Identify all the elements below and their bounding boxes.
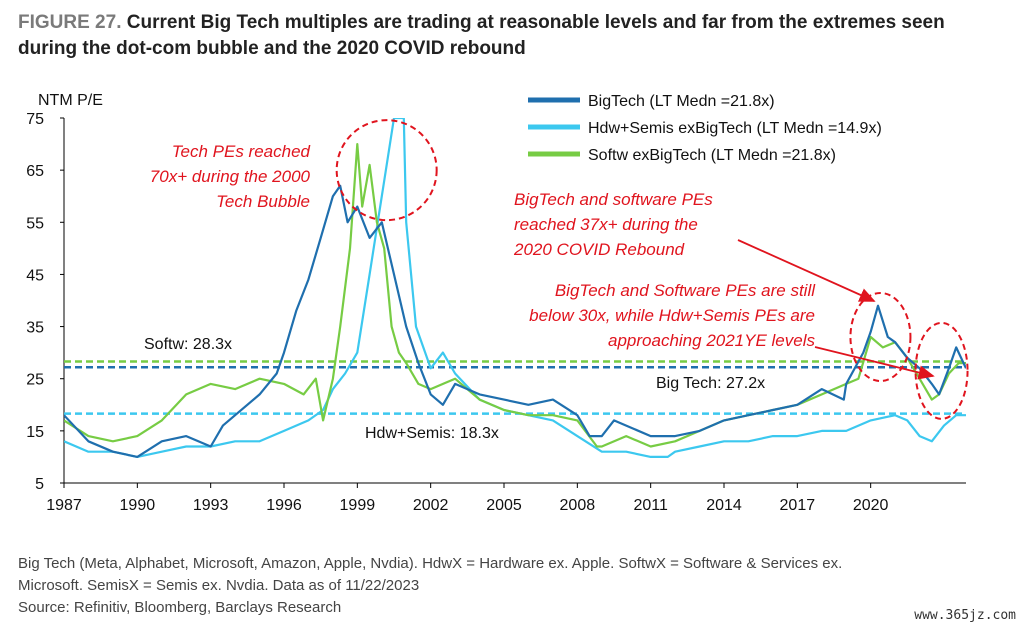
x-tick-label: 2008 bbox=[560, 497, 596, 514]
x-tick-label: 1999 bbox=[340, 497, 376, 514]
figure-title-text: Current Big Tech multiples are trading a… bbox=[18, 12, 945, 59]
x-tick-label: 2002 bbox=[413, 497, 449, 514]
reference-label-softw: Softw: 28.3x bbox=[144, 336, 232, 353]
annotation-arrow-current bbox=[814, 346, 935, 380]
y-tick-label: 25 bbox=[26, 372, 44, 389]
reference-label-bigtech: Big Tech: 27.2x bbox=[656, 375, 765, 392]
x-tick-label: 2014 bbox=[706, 497, 742, 514]
watermark: www.365jz.com bbox=[914, 608, 1016, 623]
y-tick-label: 15 bbox=[26, 424, 44, 441]
figure-title: FIGURE 27. Current Big Tech multiples ar… bbox=[18, 10, 1008, 62]
x-tick-label: 2005 bbox=[486, 497, 522, 514]
reference-label-hdw: Hdw+Semis: 18.3x bbox=[365, 425, 499, 442]
y-tick-label: 35 bbox=[26, 320, 44, 337]
annotation-dotcom-line: Tech PEs reached bbox=[172, 142, 311, 161]
y-tick-label: 5 bbox=[35, 476, 44, 493]
pe-line-chart: 5 15 25 35 45 55 65 75 NTM P/E 1987 1990 1993 1996 19… bbox=[26, 92, 969, 514]
y-tick-label: 75 bbox=[26, 111, 44, 128]
x-tick-label: 1987 bbox=[46, 497, 82, 514]
footnote-line-1: Big Tech (Meta, Alphabet, Microsoft, Ama… bbox=[18, 555, 843, 572]
footnote-line-2: Microsoft. SemisX = Semis ex. Nvdia. Dat… bbox=[18, 577, 420, 594]
highlight-circle bbox=[914, 321, 969, 420]
figure-label: FIGURE 27. bbox=[18, 12, 122, 33]
annotation-current-line: below 30x, while Hdw+Semis PEs are bbox=[529, 306, 815, 325]
series-line-softw bbox=[64, 143, 966, 448]
legend-entry-hdw: Hdw+Semis exBigTech (LT Medn =14.9x) bbox=[588, 120, 882, 137]
y-tick-label: 65 bbox=[26, 163, 44, 180]
y-axis-label: NTM P/E bbox=[38, 92, 103, 109]
annotation-current-line: approaching 2021YE levels bbox=[608, 331, 815, 350]
x-tick-label: 1996 bbox=[266, 497, 302, 514]
legend-entry-bigtech: BigTech (LT Medn =21.8x) bbox=[588, 93, 775, 110]
highlight-circle bbox=[335, 119, 438, 222]
x-tick-label: 2017 bbox=[780, 497, 816, 514]
annotation-covid-line: reached 37x+ during the bbox=[514, 215, 698, 234]
x-tick-label: 1993 bbox=[193, 497, 229, 514]
annotation-covid-line: BigTech and software PEs bbox=[514, 190, 713, 209]
series-line-bigtech bbox=[64, 184, 966, 458]
y-tick-label: 45 bbox=[26, 267, 44, 284]
y-tick-label: 55 bbox=[26, 215, 44, 232]
highlight-circle bbox=[849, 292, 912, 382]
x-tick-label: 1990 bbox=[120, 497, 156, 514]
annotation-dotcom-line: Tech Bubble bbox=[216, 192, 310, 211]
x-tick-label: 2020 bbox=[853, 497, 889, 514]
source-line: Source: Refinitiv, Bloomberg, Barclays R… bbox=[18, 599, 342, 616]
annotation-arrow-covid bbox=[737, 239, 876, 302]
annotation-current-line: BigTech and Software PEs are still bbox=[555, 281, 816, 300]
legend-entry-softw: Softw exBigTech (LT Medn =21.8x) bbox=[588, 147, 836, 164]
x-tick-label: 2011 bbox=[633, 497, 668, 514]
annotation-covid-line: 2020 COVID Rebound bbox=[513, 240, 685, 259]
footnote: Big Tech (Meta, Alphabet, Microsoft, Ama… bbox=[18, 553, 1008, 619]
annotation-dotcom-line: 70x+ during the 2000 bbox=[150, 167, 311, 186]
